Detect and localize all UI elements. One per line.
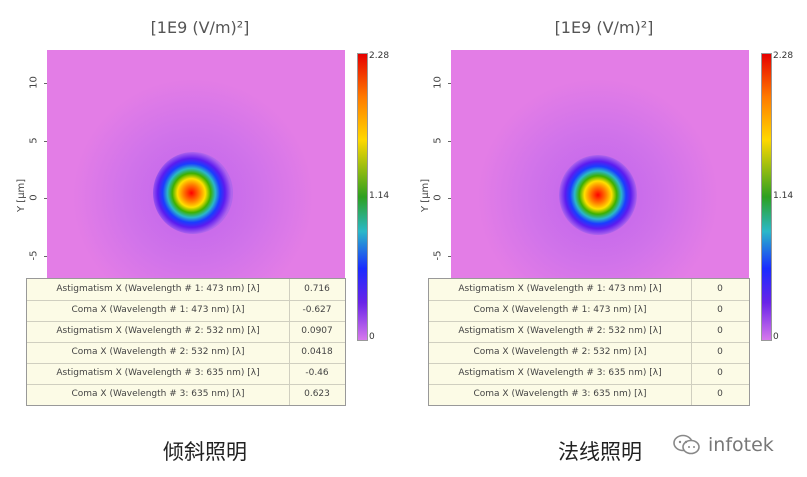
- focal-spot: [153, 152, 233, 234]
- table-row: Astigmatism X (Wavelength # 3: 635 nm) […: [27, 363, 345, 385]
- table-row: Coma X (Wavelength # 2: 532 nm) [λ] 0.041…: [27, 342, 345, 364]
- table-label: Coma X (Wavelength # 2: 532 nm) [λ]: [429, 342, 692, 363]
- table-row: Astigmatism X (Wavelength # 3: 635 nm) […: [429, 363, 749, 385]
- table-value: 0: [717, 326, 723, 336]
- y-tick-mark: [448, 198, 452, 199]
- wechat-icon: [673, 434, 700, 455]
- table-row: Astigmatism X (Wavelength # 1: 473 nm) […: [429, 279, 749, 301]
- table-row: Coma X (Wavelength # 1: 473 nm) [λ] -0.62…: [27, 300, 345, 322]
- table-value: 0: [717, 389, 723, 399]
- colorbar-tick: 1.14: [773, 191, 794, 201]
- y-tick-label: 0: [432, 194, 444, 201]
- y-tick-mark: [44, 141, 48, 142]
- table-value: 0.716: [304, 284, 330, 294]
- table-label: Astigmatism X (Wavelength # 1: 473 nm) […: [27, 279, 290, 300]
- colorbar-tick: 1.14: [369, 191, 390, 201]
- table-label: Coma X (Wavelength # 2: 532 nm) [λ]: [27, 342, 290, 363]
- colorbar-tick: 0: [369, 332, 375, 342]
- chart-title: [1E9 (V/m)²]: [150, 18, 250, 37]
- y-tick-mark: [448, 256, 452, 257]
- caption-normal: 法线照明: [558, 440, 642, 464]
- panel-tilted: [1E9 (V/m)²] Y [µm] 10 5 0 -5: [0, 0, 400, 420]
- y-tick-mark: [448, 83, 452, 84]
- table-row: Coma X (Wavelength # 2: 532 nm) [λ] 0: [429, 342, 749, 364]
- colorbar: [761, 53, 772, 341]
- y-tick-label: 0: [28, 194, 40, 201]
- aberration-table: Astigmatism X (Wavelength # 1: 473 nm) […: [428, 278, 750, 406]
- table-row: Coma X (Wavelength # 1: 473 nm) [λ] 0: [429, 300, 749, 322]
- watermark: infotek: [672, 434, 774, 456]
- panel-normal: [1E9 (V/m)²] Y [µm] 10 5 0 -5: [404, 0, 804, 420]
- y-axis-label: Y [µm]: [420, 178, 431, 212]
- watermark-text: infotek: [708, 434, 774, 456]
- y-axis-label: Y [µm]: [16, 178, 27, 212]
- y-tick-mark: [448, 141, 452, 142]
- y-tick-mark: [44, 198, 48, 199]
- y-tick-label: 10: [28, 76, 40, 89]
- table-label: Astigmatism X (Wavelength # 1: 473 nm) […: [429, 279, 692, 300]
- table-label: Astigmatism X (Wavelength # 3: 635 nm) […: [27, 363, 290, 384]
- colorbar-tick: 2.28: [773, 51, 794, 61]
- table-label: Coma X (Wavelength # 3: 635 nm) [λ]: [429, 384, 692, 405]
- table-label: Astigmatism X (Wavelength # 3: 635 nm) […: [429, 363, 692, 384]
- table-value: 0: [717, 368, 723, 378]
- table-value: 0: [717, 347, 723, 357]
- table-value: 0: [717, 284, 723, 294]
- table-label: Coma X (Wavelength # 1: 473 nm) [λ]: [429, 300, 692, 321]
- chart-title: [1E9 (V/m)²]: [554, 18, 654, 37]
- colorbar-tick: 2.28: [369, 51, 390, 61]
- colorbar-tick: 0: [773, 332, 779, 342]
- y-tick-label: -5: [28, 250, 40, 261]
- y-tick-label: 5: [28, 137, 40, 144]
- table-value: -0.46: [305, 368, 329, 378]
- table-row: Astigmatism X (Wavelength # 1: 473 nm) […: [27, 279, 345, 301]
- table-row: Coma X (Wavelength # 3: 635 nm) [λ] 0.623: [27, 384, 345, 405]
- table-value: -0.627: [302, 305, 332, 315]
- y-tick-mark: [44, 83, 48, 84]
- table-value: 0.623: [304, 389, 330, 399]
- y-tick-label: 5: [432, 137, 444, 144]
- table-label: Astigmatism X (Wavelength # 2: 532 nm) […: [27, 321, 290, 342]
- table-row: Astigmatism X (Wavelength # 2: 532 nm) […: [27, 321, 345, 343]
- table-row: Astigmatism X (Wavelength # 2: 532 nm) […: [429, 321, 749, 343]
- y-tick-mark: [44, 256, 48, 257]
- table-value: 0.0418: [301, 347, 333, 357]
- aberration-table: Astigmatism X (Wavelength # 1: 473 nm) […: [26, 278, 346, 406]
- y-tick-label: -5: [432, 250, 444, 261]
- caption-tilted: 倾斜照明: [163, 440, 247, 464]
- table-value: 0: [717, 305, 723, 315]
- colorbar: [357, 53, 368, 341]
- table-label: Astigmatism X (Wavelength # 2: 532 nm) […: [429, 321, 692, 342]
- table-label: Coma X (Wavelength # 1: 473 nm) [λ]: [27, 300, 290, 321]
- table-label: Coma X (Wavelength # 3: 635 nm) [λ]: [27, 384, 290, 405]
- y-tick-label: 10: [432, 76, 444, 89]
- focal-spot: [559, 155, 637, 235]
- table-row: Coma X (Wavelength # 3: 635 nm) [λ] 0: [429, 384, 749, 405]
- table-value: 0.0907: [301, 326, 333, 336]
